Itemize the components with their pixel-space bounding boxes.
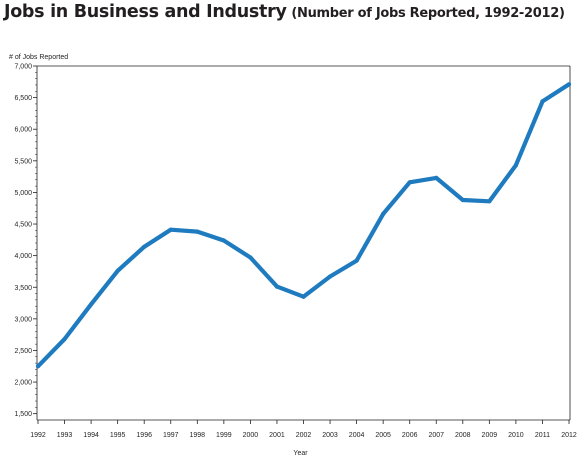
x-tick-label: 1997: [163, 432, 179, 439]
x-tick-label: 2000: [243, 432, 259, 439]
data-point: [566, 82, 572, 87]
x-tick-label: 1999: [216, 432, 232, 439]
data-point: [274, 284, 280, 289]
data-point: [487, 199, 492, 204]
chart-axes: [36, 65, 571, 421]
y-tick-label: 7,000: [14, 64, 32, 71]
y-tick-label: 3,500: [14, 285, 32, 292]
data-point: [434, 175, 439, 180]
data-point: [407, 180, 412, 185]
data-point: [513, 163, 519, 168]
y-tick-label: 5,000: [14, 190, 32, 197]
x-tick-label: 2003: [322, 432, 338, 439]
x-tick-label: 1998: [190, 432, 206, 439]
series-layer: [35, 82, 572, 369]
x-tick-label: 1994: [83, 432, 99, 439]
x-tick-label: 2004: [349, 432, 365, 439]
x-tick-label: 2005: [375, 432, 391, 439]
chart-title-main: Jobs in Business and Industry: [4, 2, 287, 22]
y-tick-label: 4,500: [14, 222, 32, 229]
chart-title-subtitle: (Number of Jobs Reported, 1992-2012): [291, 6, 565, 21]
x-tick-label: 2010: [508, 432, 524, 439]
x-tick-label: 2009: [482, 432, 498, 439]
y-tick-label: 6,000: [14, 127, 32, 134]
data-point: [168, 227, 173, 232]
x-axis-ticks: 1992 1993 1994 1995 1996 1997 1998 1999 2000 2001…: [30, 420, 577, 439]
data-point: [221, 238, 226, 243]
y-axis-ticks: 1,500 2,000 2,500 3,000 3,500 4,000 4,500 5,000…: [14, 64, 37, 418]
y-axis-label: # of Jobs Reported: [9, 54, 68, 61]
data-point: [460, 197, 465, 203]
x-tick-label: 2007: [428, 432, 444, 439]
data-point: [35, 364, 41, 369]
x-tick-label: 2008: [455, 432, 471, 439]
y-tick-label: 3,000: [14, 316, 32, 323]
data-point: [540, 99, 545, 104]
x-tick-label: 1993: [57, 432, 73, 439]
y-tick-label: 1,500: [14, 411, 32, 418]
y-tick-label: 5,500: [14, 158, 32, 165]
x-tick-label: 2006: [402, 432, 418, 439]
x-tick-label: 2001: [269, 432, 285, 439]
data-point: [381, 211, 386, 217]
data-point: [62, 336, 67, 342]
y-tick-label: 2,000: [14, 380, 32, 387]
x-tick-label: 2002: [296, 432, 312, 439]
x-tick-label: 1992: [30, 432, 46, 439]
series-line: [35, 82, 572, 369]
data-point: [354, 258, 359, 263]
data-point: [301, 294, 306, 299]
data-point: [115, 268, 120, 273]
x-tick-label: 1995: [110, 432, 126, 439]
x-axis-label: Year: [293, 450, 308, 457]
data-point: [248, 255, 253, 260]
data-point: [327, 274, 333, 279]
chart-title: Jobs in Business and Industry (Number of…: [4, 2, 565, 22]
x-tick-label: 2011: [535, 432, 550, 439]
x-tick-label: 2012: [561, 432, 577, 439]
data-point: [142, 244, 147, 249]
data-point: [89, 302, 94, 307]
y-tick-label: 4,000: [14, 253, 32, 260]
y-tick-label: 6,500: [14, 95, 32, 102]
data-point: [195, 229, 200, 234]
y-tick-label: 2,500: [14, 348, 32, 355]
x-tick-label: 1996: [136, 432, 152, 439]
